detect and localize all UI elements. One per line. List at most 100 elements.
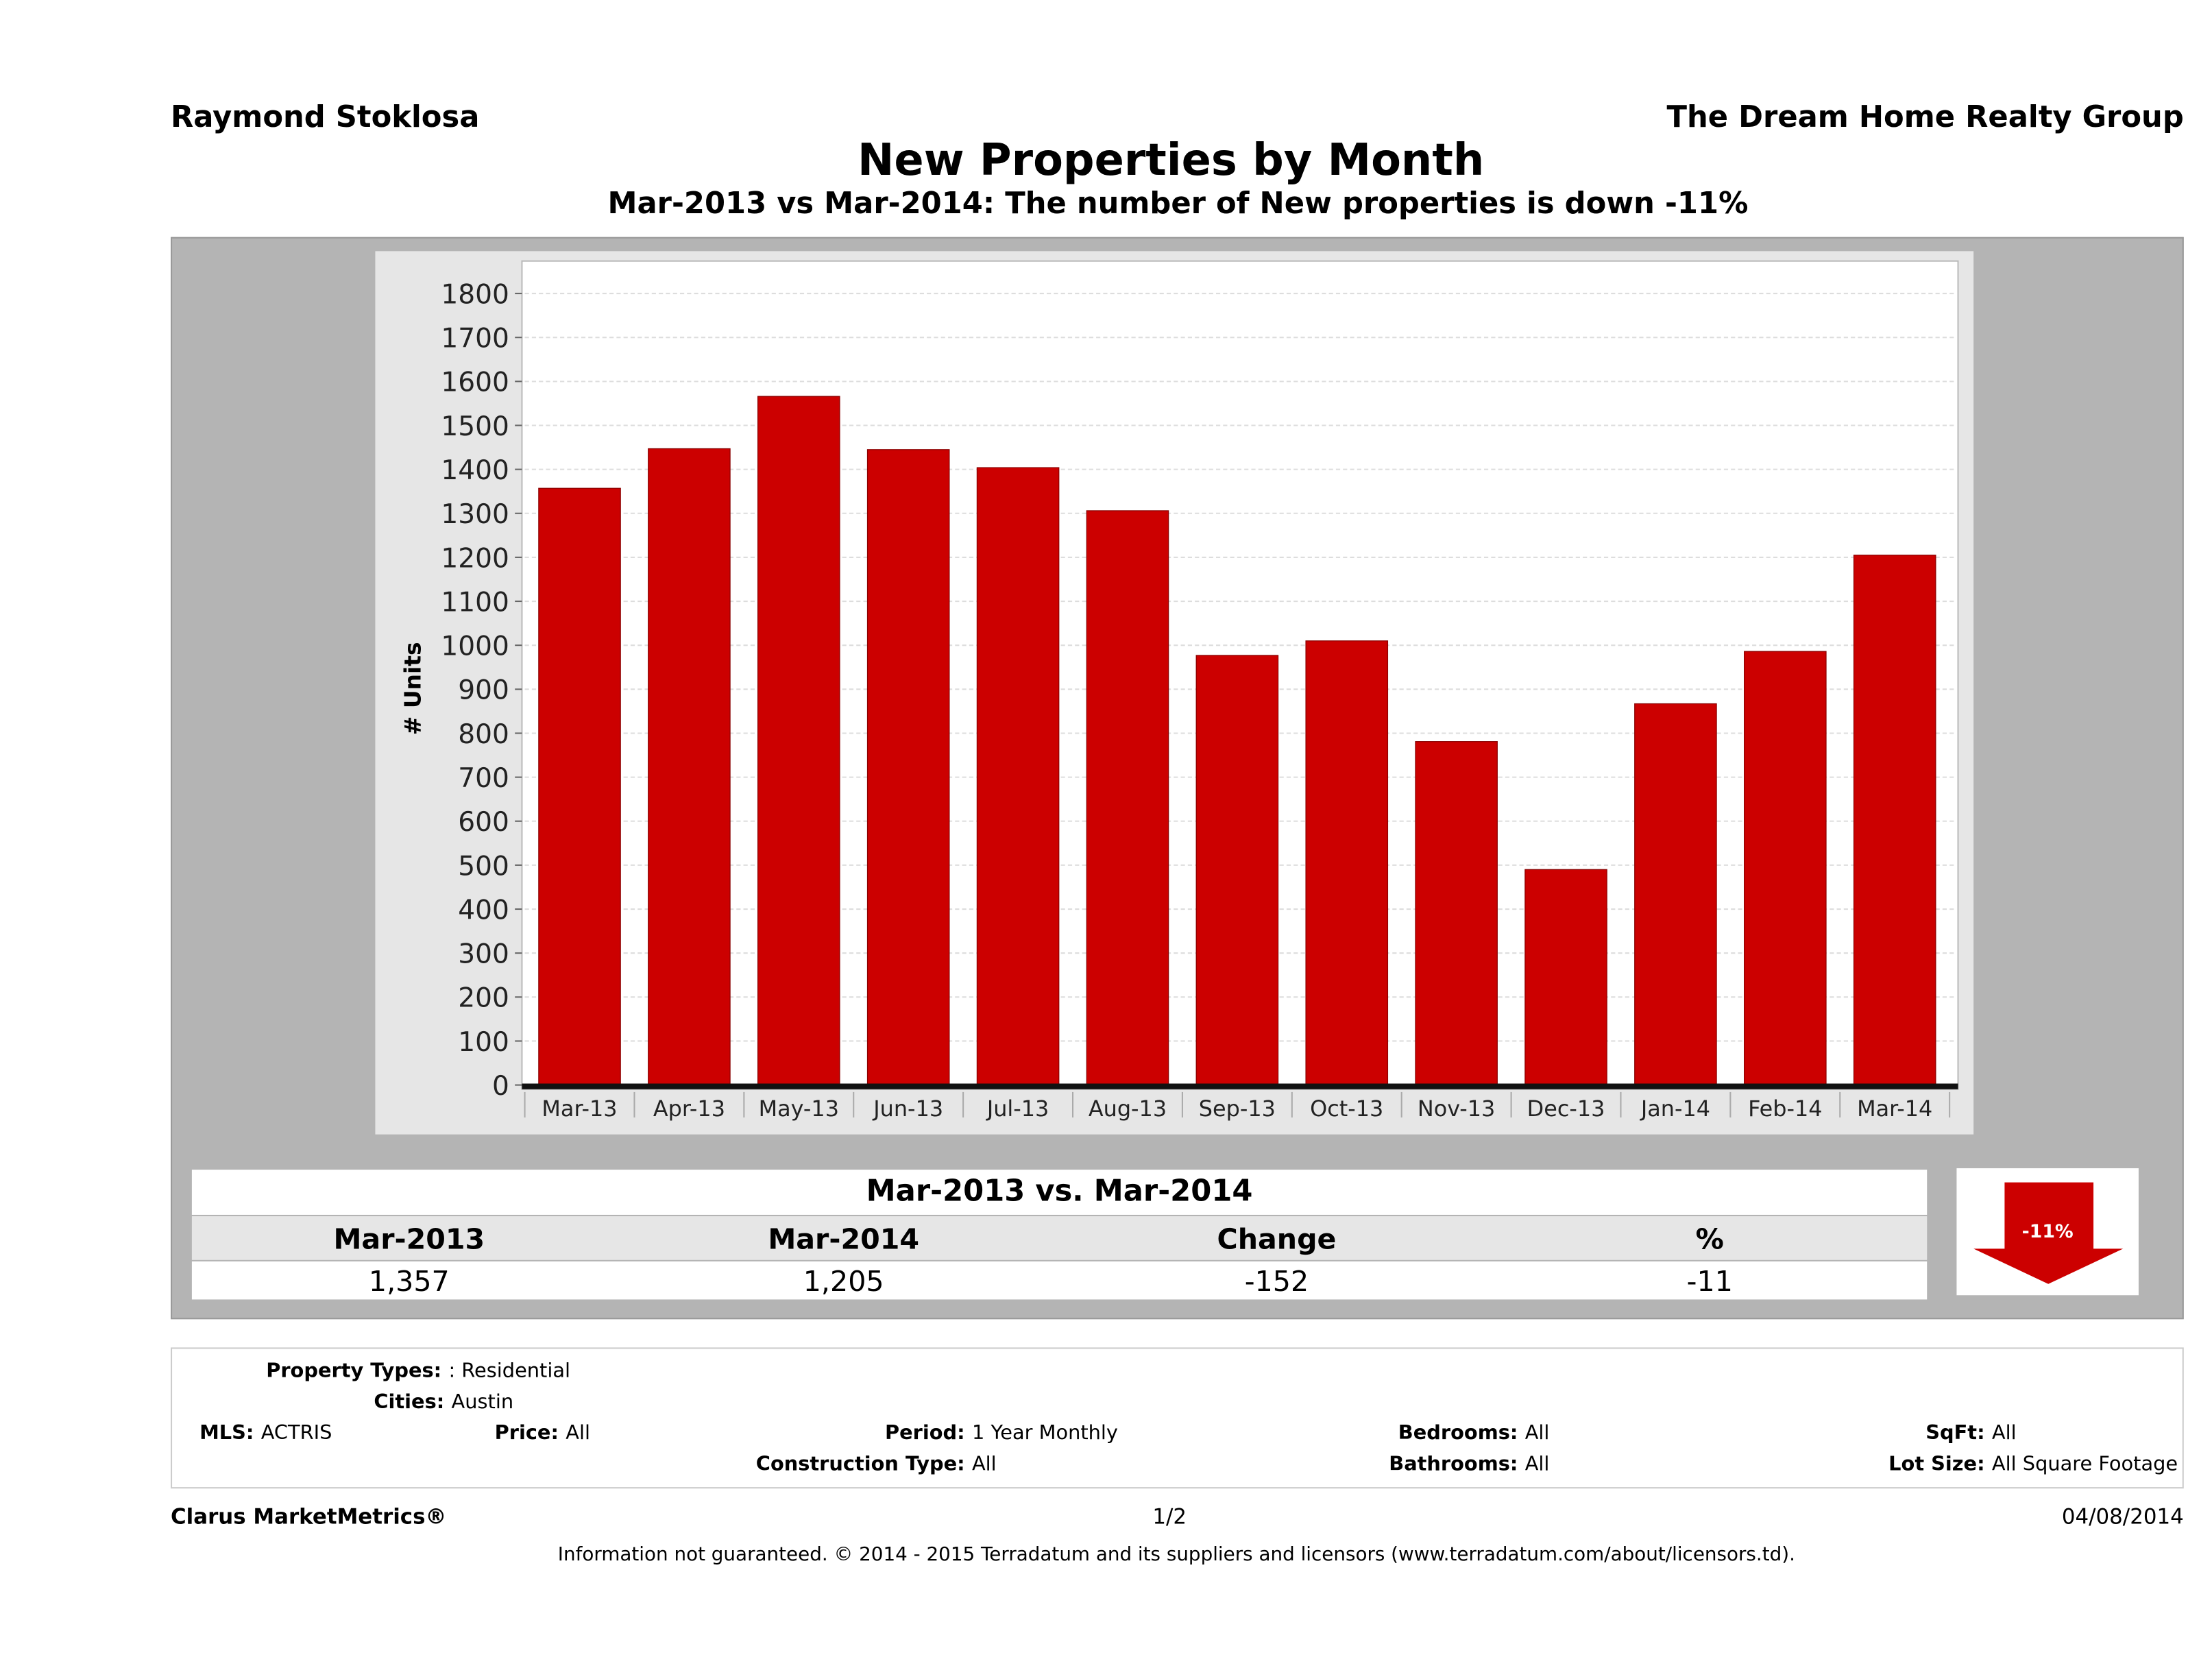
bar-Sep-13 bbox=[1195, 655, 1279, 1086]
y-tick-label: 500 bbox=[458, 851, 509, 882]
col-percent: % bbox=[1695, 1222, 1724, 1256]
criteria-mls: MLS: ACTRIS bbox=[199, 1422, 332, 1445]
value-bedrooms: All bbox=[1524, 1422, 1550, 1445]
label-lot-size: Lot Size: bbox=[1888, 1453, 1985, 1476]
criteria-construction: Construction Type: All bbox=[756, 1453, 997, 1476]
summary-header-row: Mar-2013 Mar-2014 Change % bbox=[191, 1216, 1928, 1260]
value-mar-2013: 1,357 bbox=[368, 1264, 450, 1298]
bar-Apr-13 bbox=[648, 448, 731, 1086]
col-change: Change bbox=[1217, 1222, 1337, 1256]
value-mar-2014: 1,205 bbox=[803, 1264, 884, 1298]
value-mls: ACTRIS bbox=[260, 1422, 332, 1445]
bar-May-13 bbox=[757, 396, 840, 1086]
y-tick-label: 700 bbox=[458, 763, 509, 794]
page-subtitle: Mar-2013 vs Mar-2014: The number of New … bbox=[607, 186, 1749, 221]
y-tick-label: 1300 bbox=[441, 499, 509, 530]
bar-Mar-13 bbox=[538, 487, 621, 1086]
value-change: -152 bbox=[1244, 1264, 1309, 1298]
x-tick-label: Jan-14 bbox=[1640, 1096, 1710, 1122]
label-sqft: SqFt: bbox=[1925, 1422, 1985, 1445]
bar-Aug-13 bbox=[1086, 510, 1169, 1086]
col-mar-2014: Mar-2014 bbox=[768, 1222, 920, 1256]
label-bathrooms: Bathrooms: bbox=[1389, 1453, 1518, 1476]
label-construction: Construction Type: bbox=[755, 1453, 965, 1476]
y-tick-label: 100 bbox=[458, 1027, 509, 1058]
bar-Dec-13 bbox=[1524, 869, 1607, 1086]
footer-brand: Clarus MarketMetrics® bbox=[171, 1503, 447, 1530]
label-cities: Cities: bbox=[374, 1391, 445, 1414]
label-price: Price: bbox=[494, 1422, 559, 1445]
bar-chart: 0 100 200 300 400 500 600 700 800 900 1000 1100 1200… bbox=[399, 260, 1959, 1122]
col-mar-2013: Mar-2013 bbox=[333, 1222, 485, 1256]
y-tick-label: 1500 bbox=[441, 411, 509, 442]
bar-Mar-14 bbox=[1853, 555, 1936, 1086]
summary-value-row: 1,357 1,205 -152 -11 bbox=[191, 1261, 1928, 1300]
label-property-types: Property Types: bbox=[266, 1360, 442, 1383]
y-tick-label: 1600 bbox=[441, 367, 509, 398]
value-percent: -11 bbox=[1686, 1264, 1733, 1298]
value-lot-size: All Square Footage bbox=[1991, 1453, 2178, 1476]
bar-Jan-14 bbox=[1634, 703, 1717, 1086]
criteria-lot-size: Lot Size: All Square Footage bbox=[1888, 1453, 2178, 1476]
criteria-box: Property Types: : Residential Cities: Au… bbox=[171, 1347, 2184, 1489]
agent-name: Raymond Stoklosa bbox=[171, 100, 480, 134]
y-tick-label: 1700 bbox=[441, 324, 509, 354]
summary-title-row: Mar-2013 vs. Mar-2014 bbox=[191, 1170, 1928, 1215]
x-tick-label: May-13 bbox=[759, 1096, 839, 1122]
change-badge: -11% bbox=[1956, 1168, 2139, 1296]
x-tick-label: Feb-14 bbox=[1748, 1096, 1823, 1122]
bar-Nov-13 bbox=[1415, 741, 1498, 1086]
value-sqft: All bbox=[1991, 1422, 2017, 1445]
x-tick-label: Aug-13 bbox=[1089, 1096, 1167, 1122]
y-tick-label: 0 bbox=[492, 1071, 509, 1102]
x-tick-label: Mar-14 bbox=[1857, 1096, 1932, 1122]
company-name: The Dream Home Realty Group bbox=[1666, 100, 2184, 134]
criteria-cities: Cities: Austin bbox=[374, 1391, 514, 1414]
value-construction: All bbox=[971, 1453, 997, 1476]
value-cities: Austin bbox=[451, 1391, 514, 1414]
x-tick-label: Sep-13 bbox=[1199, 1096, 1276, 1122]
bar-Jun-13 bbox=[866, 449, 950, 1086]
y-tick-label: 1800 bbox=[441, 279, 509, 310]
y-tick-label: 1200 bbox=[441, 543, 509, 574]
value-property-types: : Residential bbox=[448, 1360, 571, 1383]
criteria-bathrooms: Bathrooms: All bbox=[1389, 1453, 1550, 1476]
x-tick-label: Mar-13 bbox=[542, 1096, 617, 1122]
y-tick-label: 900 bbox=[458, 675, 509, 706]
y-tick-label: 200 bbox=[458, 983, 509, 1014]
bar-Jul-13 bbox=[976, 467, 1060, 1086]
x-tick-label: Nov-13 bbox=[1418, 1096, 1495, 1122]
x-tick-label: Dec-13 bbox=[1527, 1096, 1605, 1122]
summary-title: Mar-2013 vs. Mar-2014 bbox=[866, 1174, 1253, 1208]
criteria-sqft: SqFt: All bbox=[1925, 1422, 2017, 1445]
x-tick-label: Oct-13 bbox=[1310, 1096, 1383, 1122]
criteria-price: Price: All bbox=[495, 1422, 590, 1445]
y-tick-label: 600 bbox=[458, 807, 509, 838]
change-badge-text: -11% bbox=[2021, 1222, 2074, 1244]
criteria-period: Period: 1 Year Monthly bbox=[885, 1422, 1118, 1445]
criteria-bedrooms: Bedrooms: All bbox=[1398, 1422, 1550, 1445]
y-tick-label: 1000 bbox=[441, 631, 509, 662]
x-tick-label: Jul-13 bbox=[986, 1096, 1049, 1122]
bar-Oct-13 bbox=[1305, 640, 1389, 1086]
y-tick-label: 800 bbox=[458, 719, 509, 750]
y-tick-label: 300 bbox=[458, 939, 509, 970]
value-price: All bbox=[566, 1422, 590, 1445]
value-bathrooms: All bbox=[1524, 1453, 1550, 1476]
x-tick-label: Apr-13 bbox=[653, 1096, 725, 1122]
y-tick-label: 1400 bbox=[441, 455, 509, 486]
criteria-property-types: Property Types: : Residential bbox=[266, 1360, 571, 1383]
value-period: 1 Year Monthly bbox=[971, 1422, 1118, 1445]
label-bedrooms: Bedrooms: bbox=[1398, 1422, 1518, 1445]
page-title: New Properties by Month bbox=[858, 135, 1485, 186]
y-tick-label: 400 bbox=[458, 895, 509, 926]
x-tick-label: Jun-13 bbox=[872, 1096, 943, 1122]
footer-date: 04/08/2014 bbox=[2061, 1503, 2184, 1530]
footer-disclaimer: Information not guaranteed. © 2014 - 201… bbox=[557, 1543, 1795, 1567]
y-axis-label: # Units bbox=[399, 642, 426, 735]
footer-page: 1/2 bbox=[1152, 1503, 1187, 1530]
label-mls: MLS: bbox=[199, 1422, 254, 1445]
label-period: Period: bbox=[884, 1422, 965, 1445]
y-tick-label: 1100 bbox=[441, 587, 509, 618]
